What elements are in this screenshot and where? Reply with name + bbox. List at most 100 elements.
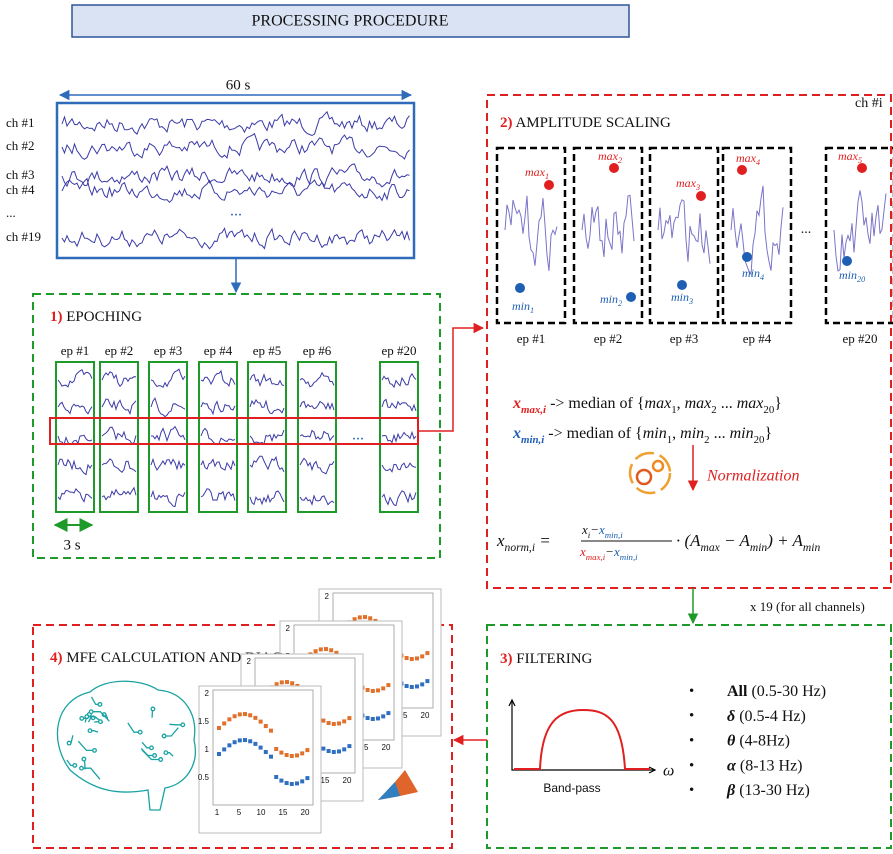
plot-tick-label: 2 <box>205 689 210 698</box>
bullet: • <box>689 683 694 699</box>
formula-part: ... <box>717 395 737 412</box>
eeg-trace <box>201 460 235 471</box>
plot-dot <box>358 615 362 619</box>
formula-part: min,i <box>620 552 638 562</box>
formula-part: − <box>590 522 599 537</box>
formula-part: − <box>605 544 614 559</box>
max-point <box>696 191 706 201</box>
plot-dot <box>290 681 294 685</box>
plot-dot <box>285 753 289 757</box>
repeat-note: x 19 (for all channels) <box>750 599 865 614</box>
ellipsis: ... <box>230 203 242 220</box>
plot-dot <box>279 751 283 755</box>
plot-dot <box>259 746 263 750</box>
section-name: EPOCHING <box>66 309 142 325</box>
formula-part: max,i <box>586 552 606 562</box>
formula-part: 2 <box>618 299 622 308</box>
plot-dot <box>332 722 336 726</box>
section-name: AMPLITUDE SCALING <box>515 115 671 131</box>
formula-part: max <box>676 176 697 190</box>
plot-dot <box>329 648 333 652</box>
formula: min4 <box>742 266 764 283</box>
circuit-trace <box>82 768 100 779</box>
band-item: β (13-30 Hz) <box>726 782 810 799</box>
plot-tick-label: 10 <box>257 808 266 817</box>
plot-dot <box>248 713 252 717</box>
plot-dot <box>347 744 351 748</box>
eeg-trace <box>62 164 410 187</box>
formula-part: 3 <box>695 183 700 192</box>
eeg-trace <box>201 402 235 414</box>
formula-part: min,i <box>521 434 544 446</box>
eeg-trace <box>250 456 284 472</box>
plot-frame <box>213 690 313 805</box>
circuit-node <box>80 766 84 770</box>
band-item: θ (4-8Hz) <box>727 732 790 749</box>
diagram: PROCESSING PROCEDURE 60 s ... 1) EPOCHIN… <box>0 0 893 854</box>
eeg-trace <box>62 228 410 248</box>
circuit-trace <box>78 741 94 750</box>
plot-dot <box>280 680 284 684</box>
bullet: • <box>689 708 694 724</box>
eeg-trace <box>382 491 416 506</box>
formula-part: ... <box>710 425 730 442</box>
eeg-trace <box>58 489 92 502</box>
eeg-trace <box>58 402 92 413</box>
plot-dot <box>295 781 299 785</box>
channel-label: ch #1 <box>6 115 35 130</box>
epoch-label: ep #4 <box>204 343 233 358</box>
eeg-trace <box>300 373 334 387</box>
plot-tick-label: 1 <box>215 808 220 817</box>
plot-tick-label: 15 <box>321 776 330 785</box>
band-range: (4-8Hz) <box>735 732 790 749</box>
eeg-trace <box>250 375 284 386</box>
plot-dot <box>405 684 409 688</box>
min-point <box>842 256 852 266</box>
formula-part: max <box>525 165 546 179</box>
eeg-trace <box>834 190 886 271</box>
matlab-logo <box>378 770 418 800</box>
flow-arrow <box>418 328 483 431</box>
plot-dot <box>222 721 226 725</box>
formula-part: min <box>730 425 754 442</box>
eeg-trace <box>201 371 235 386</box>
plot-tick-label: 2 <box>247 657 252 666</box>
plot-dot <box>415 684 419 688</box>
formula-part: min <box>680 425 704 442</box>
eeg-trace <box>102 427 136 444</box>
formula-part: − A <box>720 531 751 550</box>
plot-dot <box>366 716 370 720</box>
gear-icon <box>630 453 670 493</box>
formula: xi−xmin,i <box>581 522 623 540</box>
plot-dot <box>264 724 268 728</box>
min-point <box>515 283 525 293</box>
epoch-window <box>199 362 237 512</box>
plot-dot <box>342 747 346 751</box>
circuit-node <box>138 730 142 734</box>
epoch-window <box>56 362 94 512</box>
formula-part: 2 <box>618 156 622 165</box>
max-point <box>544 180 554 190</box>
plot-dot <box>371 717 375 721</box>
formula-part: 4 <box>760 273 764 282</box>
eeg-trace <box>102 459 136 472</box>
formula-part: min <box>512 299 530 313</box>
circuit-trace <box>164 728 178 736</box>
plot-dot <box>227 743 231 747</box>
formula: max1 <box>525 165 549 182</box>
formula-part: min <box>600 292 618 306</box>
bullet: • <box>689 783 694 799</box>
epoch-length-label: 3 s <box>63 537 80 553</box>
formula-part: max <box>701 541 721 554</box>
axis-label: ω <box>663 763 674 780</box>
formula-part: norm,i <box>505 541 535 554</box>
formula-part: , <box>677 395 685 412</box>
eeg-trace <box>58 459 92 474</box>
eeg-trace <box>382 374 416 387</box>
formula: max2 <box>598 149 622 166</box>
epoch-label: ep #20 <box>842 331 877 346</box>
plot-tick-label: 20 <box>421 711 430 720</box>
bullet: • <box>689 758 694 774</box>
section-name: FILTERING <box>516 651 592 667</box>
plot-dot <box>363 615 367 619</box>
